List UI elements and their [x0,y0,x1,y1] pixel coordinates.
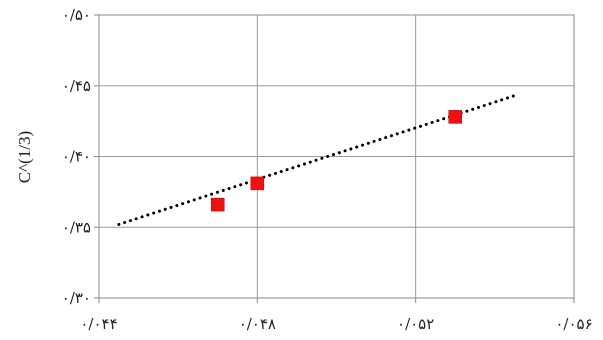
y-tick-label: ۰/۴۰ [62,148,91,166]
y-tick-label: ۰/۳۰ [62,289,91,307]
data-points [211,110,462,212]
data-point [448,110,462,124]
x-tick-label: ۰/۰۵۲ [397,315,434,333]
y-axis-title: C^(1/3) [15,131,34,183]
x-tick-label: ۰/۰۴۴ [80,315,117,333]
y-axis-ticks: ۰/۳۰ ۰/۳۵ ۰/۴۰ ۰/۴۵ ۰/۵۰ [62,6,99,307]
grid [99,15,574,298]
x-axis-ticks: ۰/۰۴۴ ۰/۰۴۸ ۰/۰۵۲ ۰/۰۵۶ [80,298,593,333]
x-tick-label: ۰/۰۵۶ [555,315,592,333]
data-point [211,197,225,212]
data-point [250,176,265,191]
y-tick-label: ۰/۳۵ [62,218,91,236]
x-tick-label: ۰/۰۴۸ [239,315,276,333]
y-tick-label: ۰/۴۵ [62,77,91,95]
y-tick-label: ۰/۵۰ [62,6,91,24]
